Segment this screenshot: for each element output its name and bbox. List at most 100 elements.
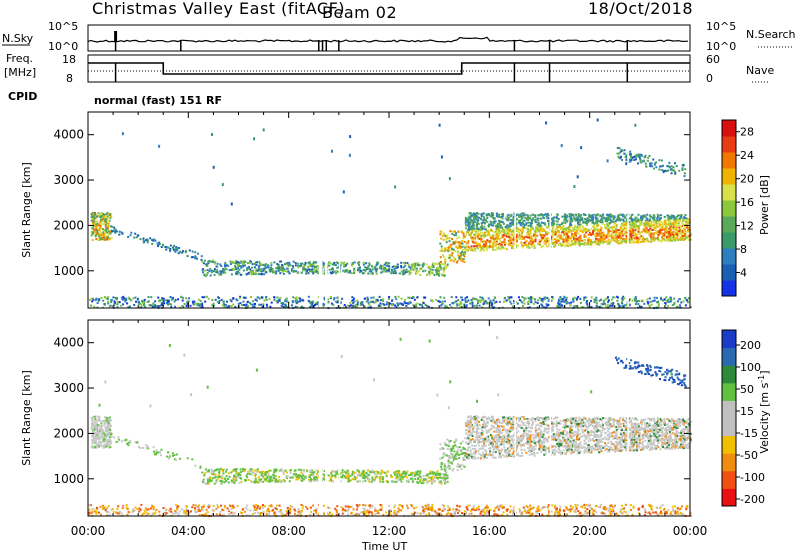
data-cell (526, 240, 528, 242)
data-cell (506, 248, 508, 250)
data-cell (638, 214, 640, 216)
data-cell (412, 296, 414, 298)
data-cell (170, 296, 172, 298)
data-cell (254, 303, 256, 305)
data-cell (562, 230, 564, 232)
data-cell (388, 296, 390, 298)
data-cell (256, 300, 258, 302)
data-cell (541, 222, 543, 224)
data-cell (553, 217, 555, 219)
data-cell (105, 220, 107, 222)
data-cell (96, 220, 98, 222)
data-cell (100, 215, 102, 217)
data-cell (108, 217, 110, 219)
data-cell (435, 299, 437, 301)
data-cell (600, 219, 602, 221)
data-cell (673, 228, 675, 230)
data-cell (315, 269, 317, 271)
data-cell (476, 216, 478, 218)
freq-tick-top: 18 (62, 53, 76, 66)
data-cell (382, 300, 384, 302)
data-cell (679, 214, 681, 216)
data-cell (605, 220, 607, 222)
data-cell (668, 221, 670, 223)
data-cell (487, 245, 489, 247)
data-cell (331, 272, 333, 274)
data-cell (130, 234, 132, 236)
data-cell (313, 270, 315, 272)
data-cell (671, 224, 673, 226)
data-cell (240, 302, 242, 304)
data-cell (624, 149, 626, 151)
data-cell (537, 214, 539, 216)
data-cell (530, 301, 532, 303)
data-cell (611, 233, 613, 235)
data-cell (200, 300, 202, 302)
data-cell (312, 301, 314, 303)
data-cell (481, 226, 483, 228)
data-cell (111, 231, 113, 233)
data-cell (391, 304, 393, 306)
data-cell (632, 232, 634, 234)
data-cell (483, 508, 485, 510)
data-cell (592, 230, 594, 232)
data-cell (447, 238, 449, 240)
data-cell (247, 301, 249, 303)
data-cell (490, 300, 492, 302)
data-cell (482, 300, 484, 302)
data-cell (632, 300, 634, 302)
data-cell (238, 272, 240, 274)
data-cell (143, 237, 145, 239)
data-cell (484, 222, 486, 224)
data-cell (457, 299, 459, 301)
data-cell (347, 305, 349, 307)
data-cell (637, 242, 639, 244)
data-cell (649, 155, 651, 157)
data-cell (216, 513, 218, 515)
data-cell (240, 274, 242, 276)
data-cell (544, 297, 546, 299)
data-cell (545, 213, 547, 215)
data-cell (562, 236, 564, 238)
data-cell (553, 220, 555, 222)
data-cell (296, 300, 298, 302)
data-cell (677, 300, 679, 302)
data-cell (609, 305, 611, 307)
data-cell (371, 511, 373, 513)
data-cell (301, 272, 303, 274)
power-panel-frame (88, 112, 690, 308)
data-cell (634, 229, 636, 231)
data-cell (671, 215, 673, 217)
data-cell (433, 274, 435, 276)
data-cell (165, 249, 167, 251)
data-cell (406, 505, 408, 507)
data-cell (623, 215, 625, 217)
data-cell (620, 243, 622, 245)
data-cell (394, 268, 396, 270)
data-cell (251, 267, 253, 269)
data-cell (369, 264, 371, 266)
data-cell (643, 303, 645, 305)
data-cell (400, 267, 402, 269)
data-cell (98, 224, 100, 226)
data-cell (311, 271, 313, 273)
data-cell (641, 218, 643, 220)
data-cell (323, 505, 325, 507)
data-cell (572, 235, 574, 237)
data-cell (201, 255, 203, 257)
data-cell (204, 260, 206, 262)
data-cell (167, 300, 169, 302)
data-cell (204, 270, 206, 272)
nsearch-tick-top: 10^5 (706, 20, 736, 33)
data-cell (510, 296, 512, 298)
data-cell (455, 246, 457, 248)
data-cell (431, 504, 433, 506)
data-cell (524, 214, 526, 216)
data-cell (624, 227, 626, 229)
data-cell (521, 241, 523, 243)
data-cell (138, 303, 140, 305)
data-cell (610, 217, 612, 219)
data-cell (468, 228, 470, 230)
data-cell (284, 263, 286, 265)
